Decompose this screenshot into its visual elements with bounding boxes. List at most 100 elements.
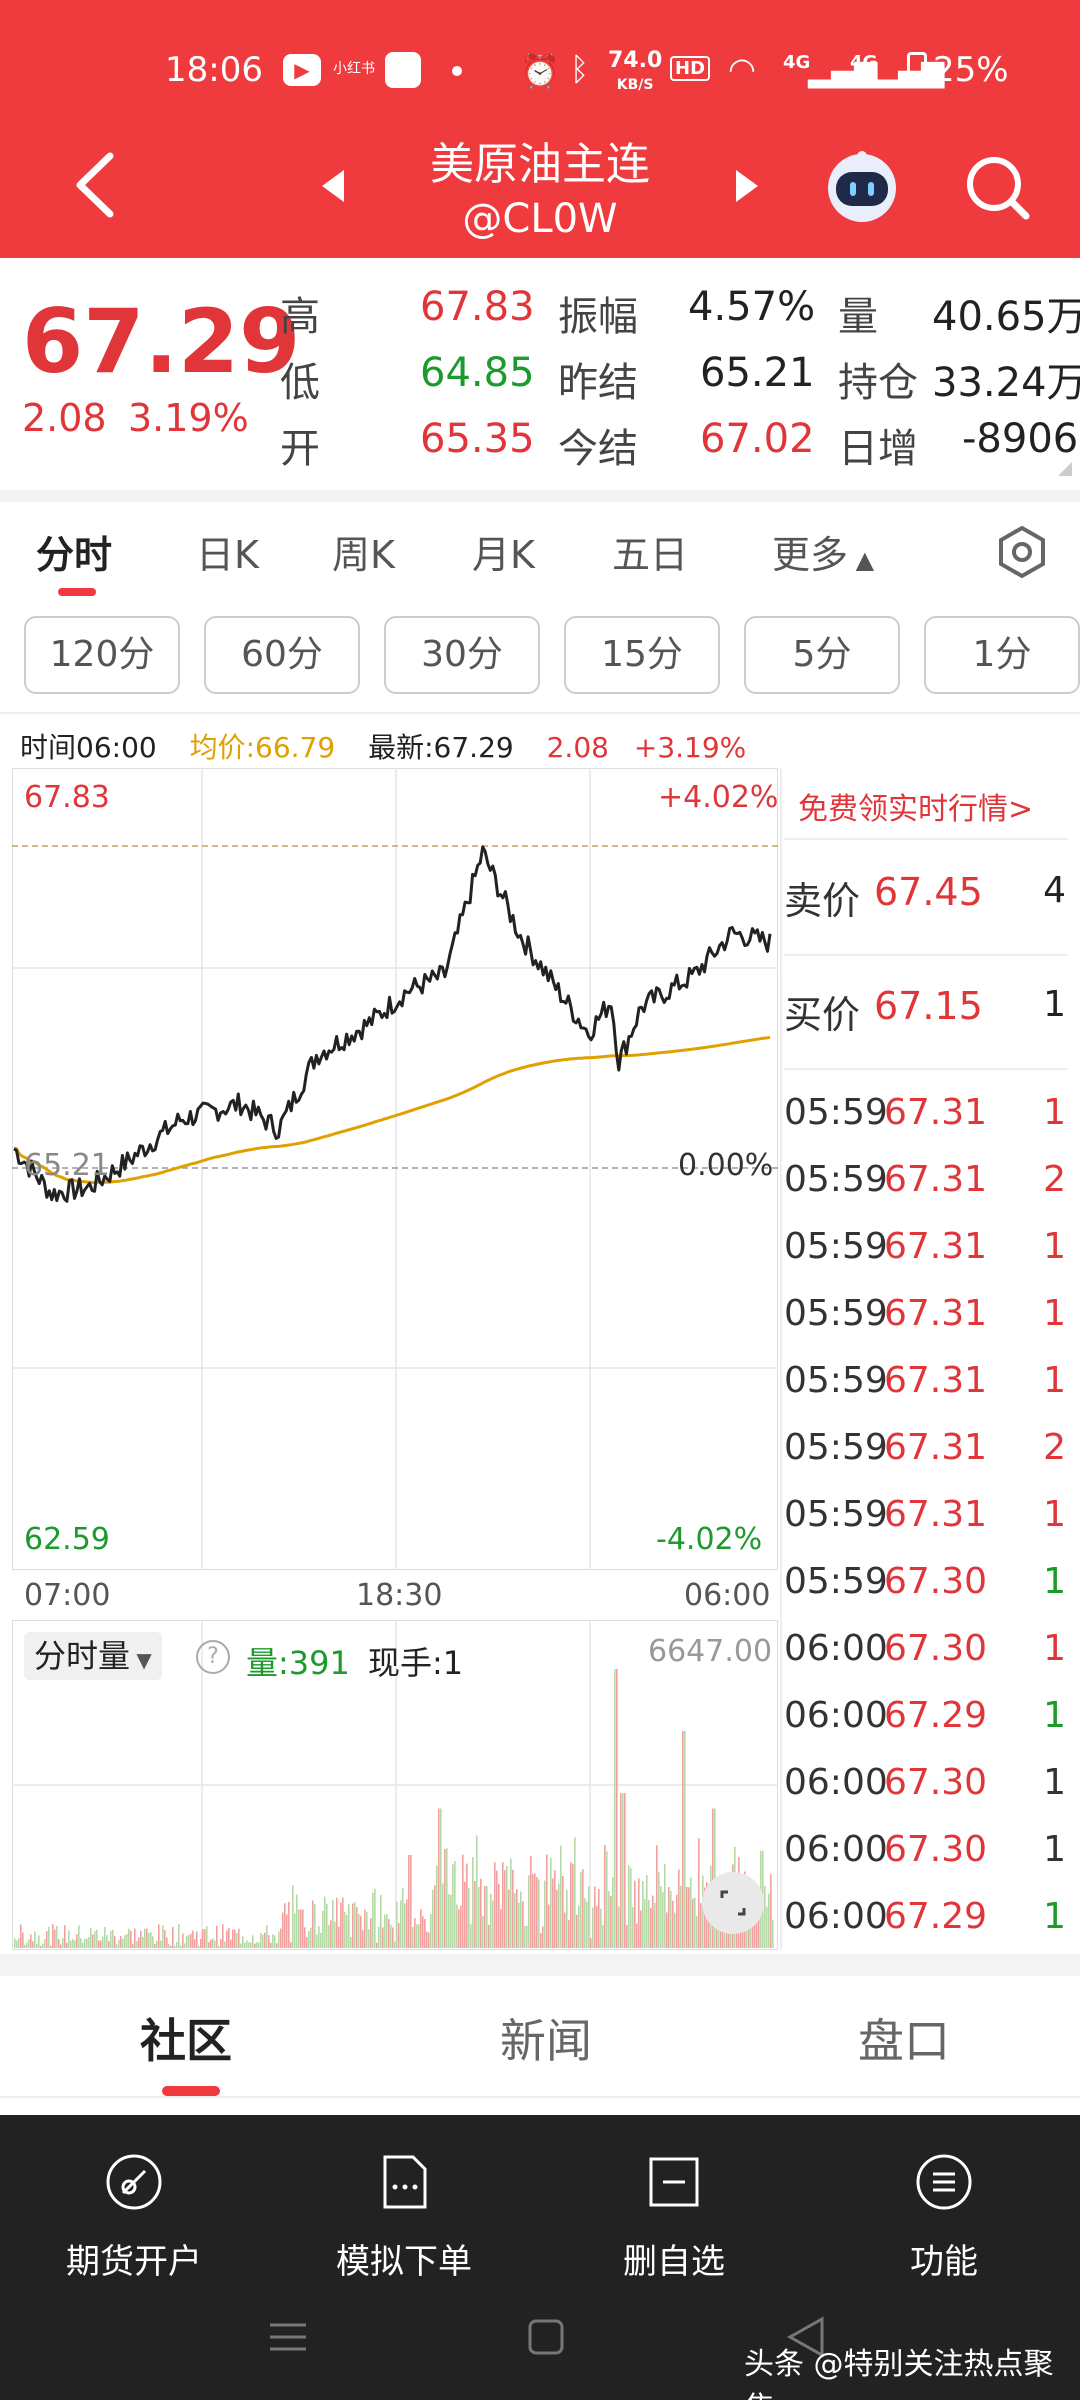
volume-bar: [736, 1921, 738, 1948]
volume-bar: [28, 1939, 30, 1948]
next-contract-icon[interactable]: [732, 166, 762, 206]
volume-bar: [768, 1893, 770, 1948]
volume-bar: [472, 1857, 474, 1948]
volume-bar: [648, 1900, 650, 1948]
interval-1[interactable]: 1分: [924, 616, 1080, 694]
search-icon[interactable]: [962, 152, 1034, 224]
promo-link[interactable]: 免费领实时行情>: [798, 792, 1034, 827]
volume-bar: [242, 1936, 244, 1948]
volume-bar: [38, 1935, 40, 1948]
dock-remove-watchlist[interactable]: 删自选: [584, 2135, 764, 2283]
volume-bar: [524, 1925, 526, 1948]
volume-bar: [438, 1808, 440, 1948]
volume-bar: [626, 1924, 628, 1948]
volume-bar: [422, 1916, 424, 1948]
price-chart[interactable]: [12, 768, 778, 1570]
volume-bar: [158, 1924, 160, 1948]
volume-bar: [178, 1924, 180, 1948]
volume-bar: [300, 1909, 302, 1948]
volume-bar: [440, 1808, 442, 1948]
interval-30[interactable]: 30分: [384, 616, 540, 694]
trade-price: 67.30: [884, 1762, 988, 1803]
volume-bar: [208, 1942, 210, 1948]
volume-bar: [48, 1926, 50, 1948]
prev-contract-icon[interactable]: [318, 166, 348, 206]
price-line: [13, 845, 772, 1203]
tab-weekly[interactable]: 周K: [332, 533, 395, 577]
volume-bar: [238, 1928, 240, 1948]
trade-volume: 1: [1043, 1092, 1066, 1133]
volume-bar: [460, 1905, 462, 1948]
orderbook-divider-1: [784, 838, 1068, 840]
volume-bar: [302, 1909, 304, 1948]
trade-volume: 1: [1043, 1829, 1066, 1870]
tab-more[interactable]: 更多 ▲: [772, 533, 875, 577]
trade-volume: 1: [1043, 1226, 1066, 1267]
volume-bar: [268, 1935, 270, 1948]
volume-bar: [462, 1854, 464, 1948]
robot-assistant-icon[interactable]: [822, 148, 902, 228]
volume-bar: [278, 1931, 280, 1948]
dock-functions[interactable]: 功能: [854, 2135, 1034, 2283]
volume-bar: [390, 1924, 392, 1948]
volume-bar: [578, 1905, 580, 1948]
volume-bar: [344, 1911, 346, 1948]
divider-3: [0, 2096, 1080, 2098]
amp-label: 振幅: [558, 294, 638, 340]
volume-bar: [284, 1903, 286, 1948]
volume-indicator-select[interactable]: 分时量 ▼: [24, 1632, 162, 1680]
volume-bar: [166, 1937, 168, 1948]
tab-news[interactable]: 新闻: [500, 2014, 592, 2068]
volume-bar: [448, 1894, 450, 1948]
tab-daily[interactable]: 日K: [196, 533, 259, 577]
interval-60[interactable]: 60分: [204, 616, 360, 694]
volume-bar: [304, 1927, 306, 1948]
nav-menu-icon[interactable]: [266, 2315, 310, 2359]
tab-five-day[interactable]: 五日: [612, 533, 689, 577]
volume-bar: [428, 1932, 430, 1948]
volume-bar: [116, 1944, 118, 1948]
volume-bar: [364, 1909, 366, 1948]
volume-bar: [720, 1926, 722, 1948]
tab-orderbook[interactable]: 盘口: [858, 2014, 950, 2068]
tab-community[interactable]: 社区: [140, 2014, 232, 2068]
volume-bar: [476, 1835, 478, 1948]
volume-bar: [380, 1894, 382, 1948]
settings-icon[interactable]: [994, 524, 1050, 580]
back-icon[interactable]: [70, 150, 120, 220]
interval-15[interactable]: 15分: [564, 616, 720, 694]
dock-simulate-order[interactable]: 模拟下单: [314, 2135, 494, 2283]
volume-bar: [678, 1869, 680, 1948]
prev-settle-value: 65.21: [700, 350, 815, 396]
volume-bar: [86, 1938, 88, 1948]
tab-intraday[interactable]: 分时: [36, 533, 113, 577]
volume-bar: [586, 1901, 588, 1948]
volume-bar: [500, 1909, 502, 1948]
bid-volume: 1: [1043, 984, 1066, 1025]
volume-bar: [360, 1915, 362, 1948]
tab-monthly[interactable]: 月K: [472, 533, 535, 577]
volume-bar: [418, 1924, 420, 1948]
volume-bar: [80, 1938, 82, 1948]
dock-open-account[interactable]: 期货开户: [44, 2135, 224, 2283]
help-icon[interactable]: ?: [196, 1640, 230, 1674]
interval-5[interactable]: 5分: [744, 616, 900, 694]
volume-bar: [534, 1873, 536, 1948]
nav-back-icon[interactable]: [784, 2315, 828, 2359]
volume-bar: [270, 1942, 272, 1948]
fullscreen-button[interactable]: [702, 1872, 764, 1934]
volume-bar: [204, 1929, 206, 1948]
nav-home-icon[interactable]: [524, 2315, 568, 2359]
interval-120[interactable]: 120分: [24, 616, 180, 694]
volume-bar: [674, 1912, 676, 1948]
trade-volume: 1: [1043, 1293, 1066, 1334]
volume-bar: [180, 1945, 182, 1948]
volume-bar: [108, 1941, 110, 1948]
chart-bottom-pct: -4.02%: [656, 1522, 763, 1557]
volume-bar: [650, 1907, 652, 1948]
volume-bar: [620, 1793, 622, 1948]
expand-corner-icon[interactable]: [1058, 462, 1072, 476]
volume-label: 量: [838, 294, 878, 340]
volume-bar: [754, 1909, 756, 1948]
volume-bar: [276, 1943, 278, 1948]
